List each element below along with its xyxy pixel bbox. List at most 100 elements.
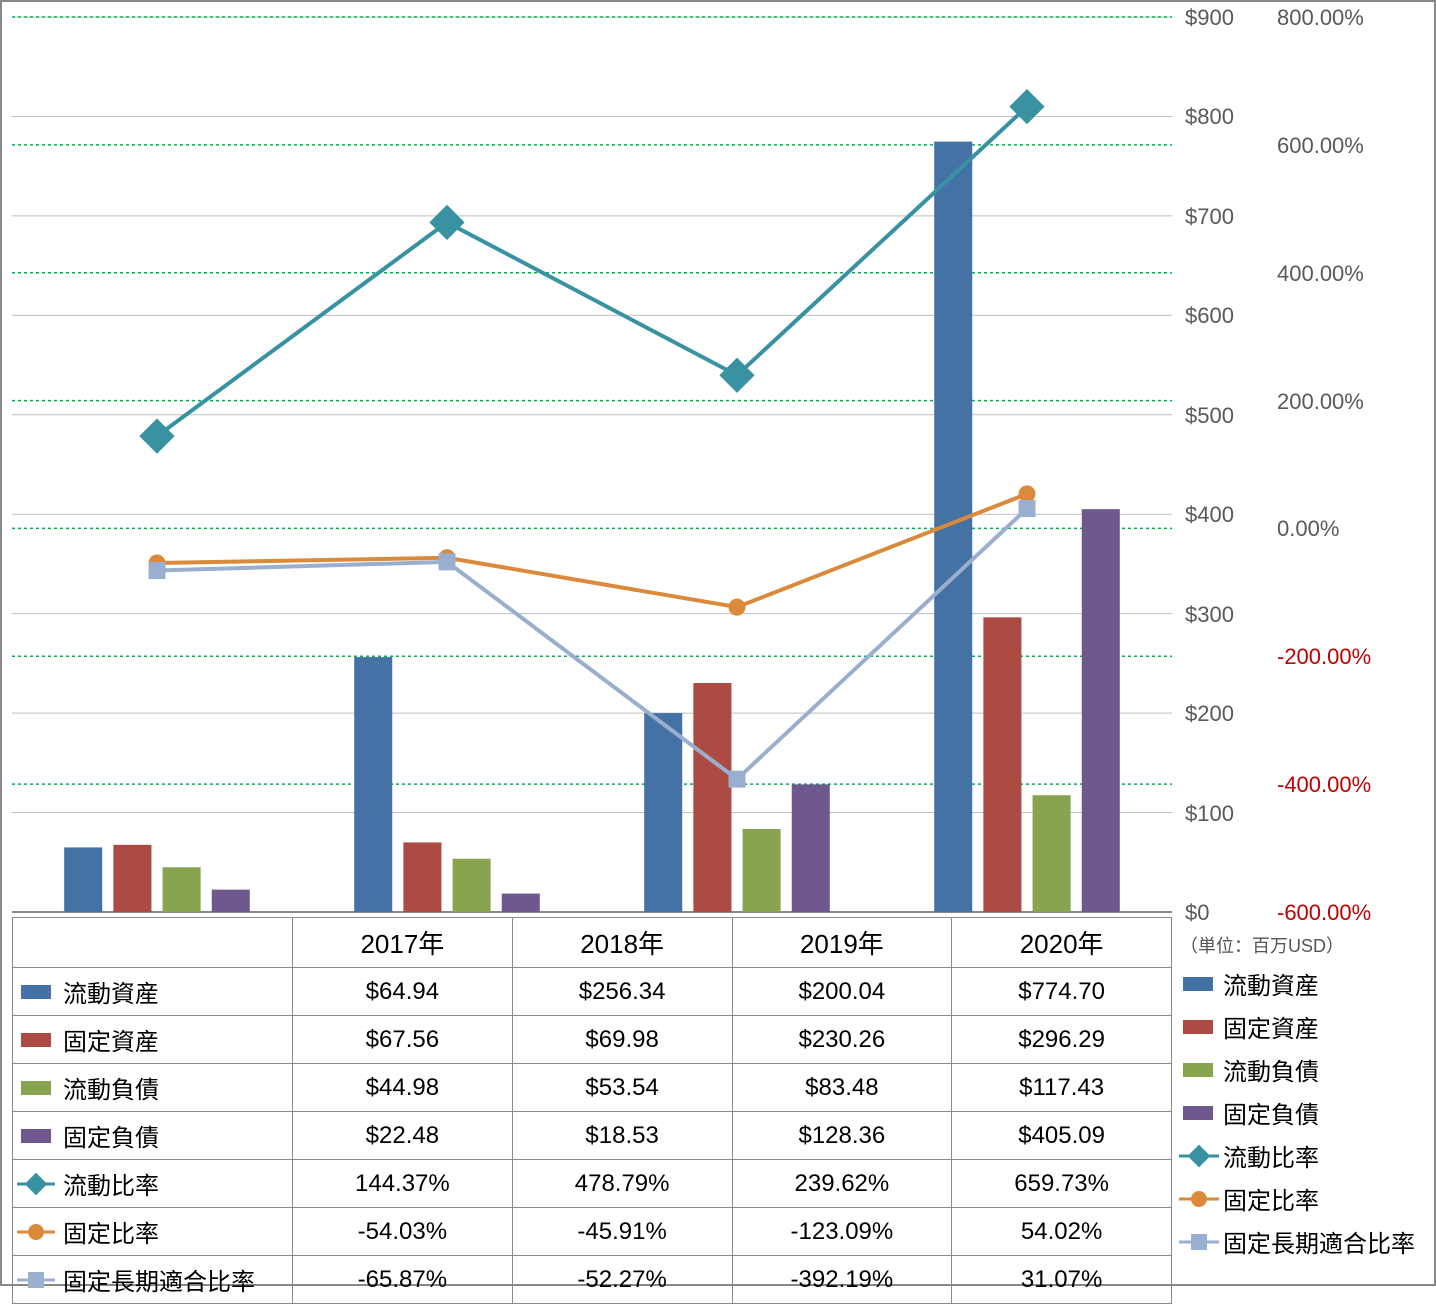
chart-svg — [12, 12, 1172, 917]
legend-item: 固定長期適合比率 — [1177, 1220, 1432, 1263]
primary-axis-tick: $900 — [1185, 5, 1234, 31]
table-cell: -123.09% — [732, 1208, 952, 1256]
table-cell: $18.53 — [512, 1112, 732, 1160]
chart-container: $0 $100 $200 $300 $400 $500 $600 $700 $800 $900 -6… — [0, 0, 1436, 1286]
primary-axis-tick: $700 — [1185, 204, 1234, 230]
legend-item: 固定比率 — [1177, 1177, 1432, 1220]
primary-axis-tick: $0 — [1185, 900, 1209, 926]
table-row-header: 固定資産 — [13, 1016, 293, 1064]
table-cell: 144.37% — [293, 1160, 513, 1208]
bar — [792, 784, 830, 912]
secondary-axis-tick: 200.00% — [1277, 389, 1364, 415]
legend-label: 流動比率 — [1223, 1138, 1319, 1173]
unit-label: （単位：百万USD） — [1180, 932, 1344, 958]
table-year-header: 2020年 — [952, 918, 1172, 968]
table-row-label: 流動資産 — [63, 981, 159, 1008]
bar — [693, 683, 731, 912]
secondary-axis-tick: -400.00% — [1277, 772, 1371, 798]
table-cell: $774.70 — [952, 968, 1172, 1016]
table-cell: $69.98 — [512, 1016, 732, 1064]
table-cell: $296.29 — [952, 1016, 1172, 1064]
table-cell: 478.79% — [512, 1160, 732, 1208]
right-axes-labels: $0$100$200$300$400$500$600$700$800$900-6… — [1177, 12, 1432, 917]
table-cell: $53.54 — [512, 1064, 732, 1112]
secondary-axis-tick: 0.00% — [1277, 516, 1339, 542]
line — [157, 494, 1027, 607]
table-cell: 54.02% — [952, 1208, 1172, 1256]
legend: 流動資産固定資産流動負債固定負債流動比率固定比率固定長期適合比率 — [1177, 962, 1432, 1263]
table-row-header: 流動資産 — [13, 968, 293, 1016]
bar — [64, 847, 102, 912]
table-cell: -392.19% — [732, 1256, 952, 1304]
table-row-label: 固定比率 — [63, 1221, 159, 1248]
table-cell: $128.36 — [732, 1112, 952, 1160]
bar — [502, 894, 540, 912]
table-cell: $83.48 — [732, 1064, 952, 1112]
legend-item: 固定負債 — [1177, 1091, 1432, 1134]
bar — [644, 713, 682, 912]
data-table-wrap: 2017年2018年2019年2020年流動資産 $64.94$256.34$20… — [12, 917, 1172, 1304]
table-cell: $64.94 — [293, 968, 513, 1016]
table-cell: 239.62% — [732, 1160, 952, 1208]
legend-item: 流動比率 — [1177, 1134, 1432, 1177]
legend-item: 流動負債 — [1177, 1048, 1432, 1091]
table-cell: $117.43 — [952, 1064, 1172, 1112]
legend-label: 流動負債 — [1223, 1052, 1319, 1087]
bar — [743, 829, 781, 912]
bar — [163, 867, 201, 912]
primary-axis-tick: $200 — [1185, 701, 1234, 727]
table-cell: $200.04 — [732, 968, 952, 1016]
bar — [983, 617, 1021, 912]
bar — [1082, 509, 1120, 912]
bar — [113, 845, 151, 912]
bar — [1033, 795, 1071, 912]
legend-item: 固定資産 — [1177, 1005, 1432, 1048]
table-row-label: 流動負債 — [63, 1077, 159, 1104]
table-row-label: 固定長期適合比率 — [63, 1269, 255, 1296]
secondary-axis-tick: 400.00% — [1277, 261, 1364, 287]
table-row-label: 流動比率 — [63, 1173, 159, 1200]
bar — [403, 842, 441, 912]
primary-axis-tick: $500 — [1185, 403, 1234, 429]
table-cell: -52.27% — [512, 1256, 732, 1304]
table-row-header: 流動負債 — [13, 1064, 293, 1112]
legend-item: 流動資産 — [1177, 962, 1432, 1005]
table-row-label: 固定負債 — [63, 1125, 159, 1152]
table-cell: -54.03% — [293, 1208, 513, 1256]
legend-label: 固定比率 — [1223, 1181, 1319, 1216]
table-row-header: 固定長期適合比率 — [13, 1256, 293, 1304]
table-row-header: 固定負債 — [13, 1112, 293, 1160]
table-row-header: 流動比率 — [13, 1160, 293, 1208]
table-cell: 659.73% — [952, 1160, 1172, 1208]
table-cell: -65.87% — [293, 1256, 513, 1304]
table-cell: $67.56 — [293, 1016, 513, 1064]
primary-axis-tick: $400 — [1185, 502, 1234, 528]
table-row-label: 固定資産 — [63, 1029, 159, 1056]
primary-axis-tick: $100 — [1185, 801, 1234, 827]
legend-label: 固定負債 — [1223, 1095, 1319, 1130]
legend-label: 固定長期適合比率 — [1223, 1224, 1415, 1259]
secondary-axis-tick: 600.00% — [1277, 133, 1364, 159]
legend-label: 固定資産 — [1223, 1009, 1319, 1044]
table-cell: $405.09 — [952, 1112, 1172, 1160]
legend-label: 流動資産 — [1223, 966, 1319, 1001]
table-cell: $230.26 — [732, 1016, 952, 1064]
table-year-header: 2019年 — [732, 918, 952, 968]
secondary-axis-tick: 800.00% — [1277, 5, 1364, 31]
primary-axis-tick: $600 — [1185, 303, 1234, 329]
line — [157, 107, 1027, 436]
table-year-header: 2017年 — [293, 918, 513, 968]
data-table: 2017年2018年2019年2020年流動資産 $64.94$256.34$20… — [12, 917, 1172, 1304]
bar — [354, 657, 392, 912]
table-year-header: 2018年 — [512, 918, 732, 968]
primary-axis-tick: $300 — [1185, 602, 1234, 628]
bar — [212, 890, 250, 912]
table-row-header: 固定比率 — [13, 1208, 293, 1256]
table-cell: -45.91% — [512, 1208, 732, 1256]
secondary-axis-tick: -600.00% — [1277, 900, 1371, 926]
table-cell: $44.98 — [293, 1064, 513, 1112]
chart-plot-area — [12, 12, 1172, 917]
bar — [453, 859, 491, 912]
primary-axis-tick: $800 — [1185, 104, 1234, 130]
table-cell: $256.34 — [512, 968, 732, 1016]
